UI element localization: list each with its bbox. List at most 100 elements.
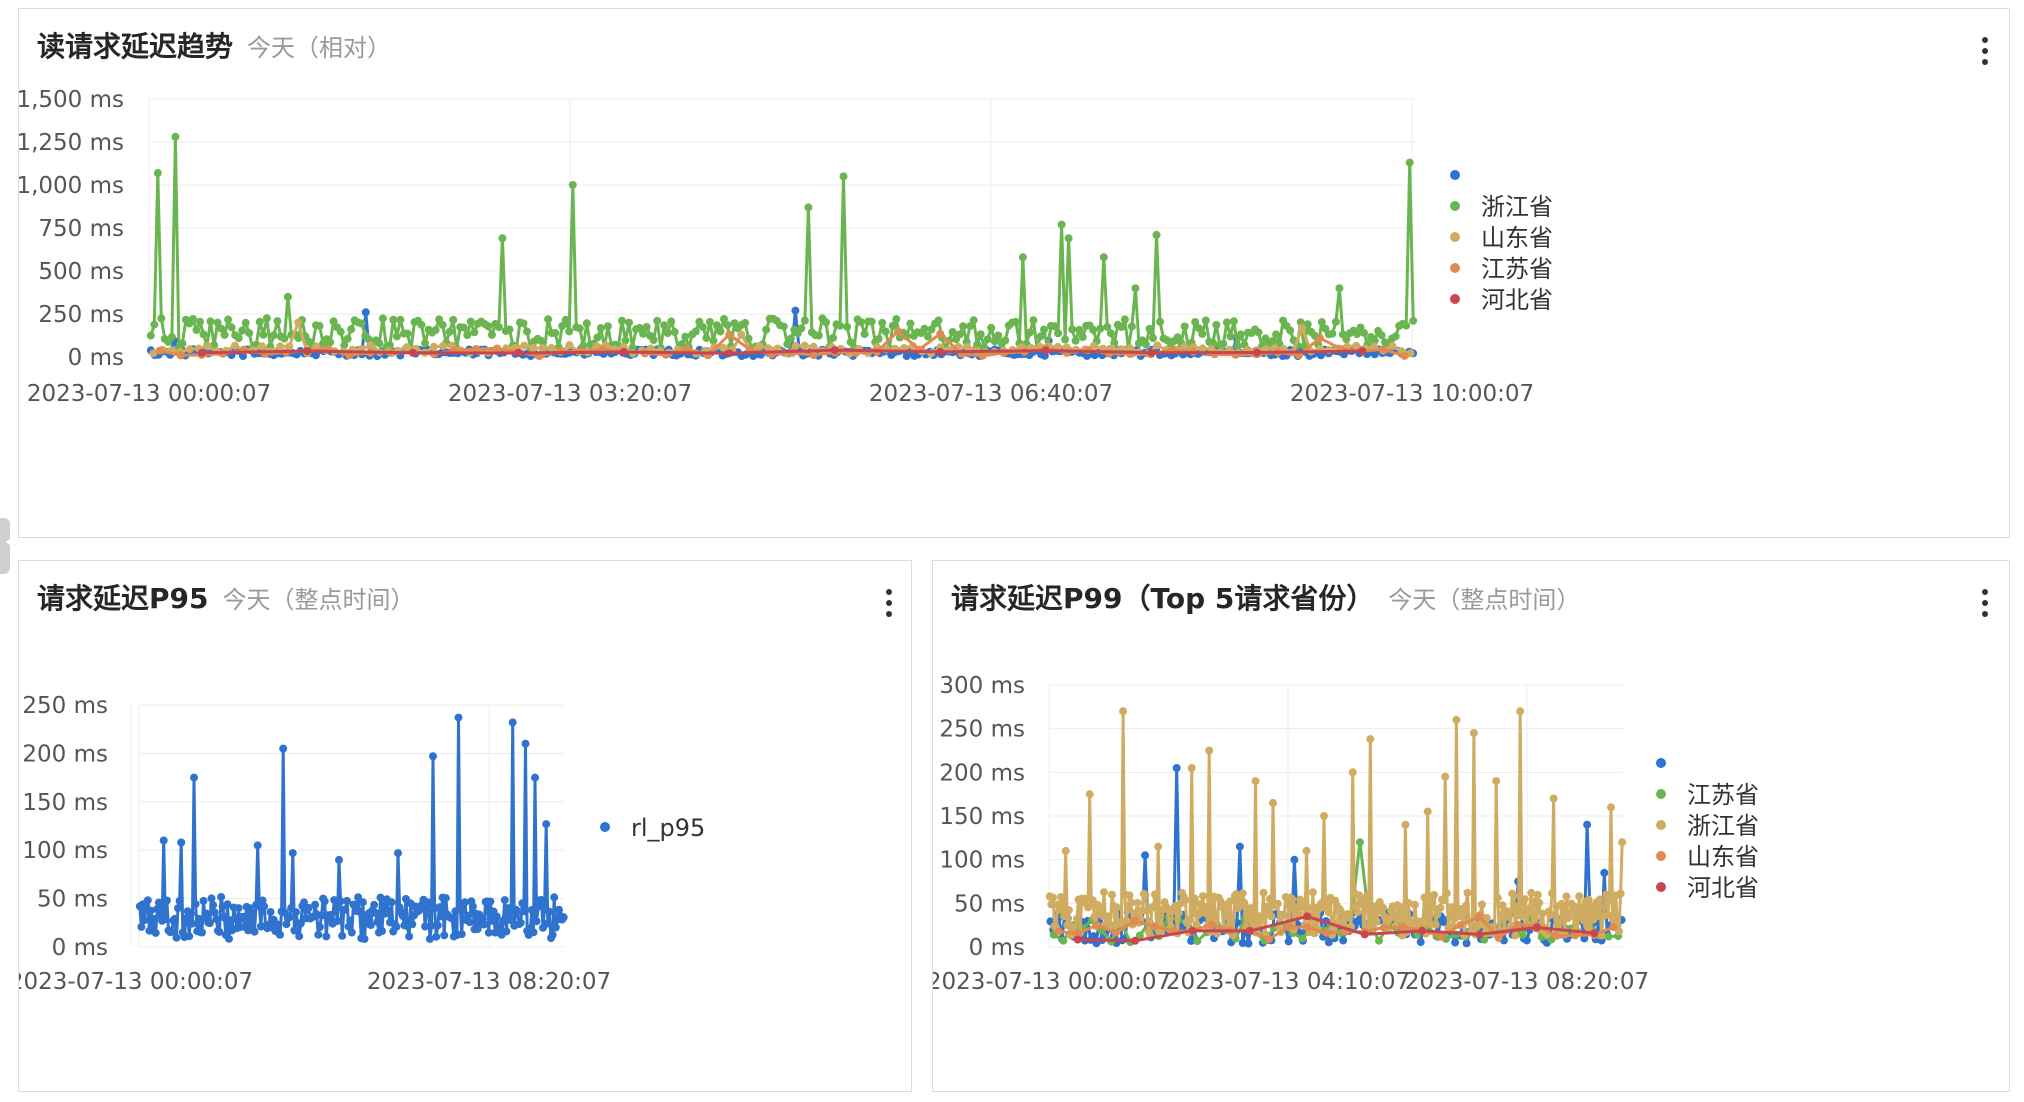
series-point-0 (492, 912, 501, 921)
series-point-2 (1345, 912, 1354, 921)
series-point-1 (213, 318, 222, 327)
series-point-1 (484, 322, 493, 331)
series-point-2 (1190, 894, 1199, 903)
series-point-0 (223, 900, 232, 909)
series-point-0 (231, 914, 240, 923)
series-point-0 (366, 921, 375, 929)
series-point-0 (143, 896, 152, 905)
series-point-1 (537, 336, 546, 345)
series-point-1 (709, 336, 718, 345)
series-point-2 (1425, 912, 1434, 920)
series-point-0 (531, 773, 539, 782)
series-point-1 (1029, 316, 1038, 325)
series-point-1 (994, 331, 1003, 340)
series-point-2 (1320, 812, 1328, 820)
series-point-2 (149, 349, 158, 358)
series-point-3 (1609, 923, 1618, 932)
series-point-1 (178, 339, 187, 348)
latency-p99-top5-chart: 0 ms 50 ms 100 ms 150 ms 200 ms 250 ms 300 ms 2… (933, 673, 1759, 995)
legend-label: 江苏省 (1687, 781, 1759, 809)
series-point-2 (755, 342, 764, 350)
series-point-0 (215, 927, 224, 936)
series-point-0 (502, 927, 511, 936)
series-point-1 (1152, 230, 1161, 239)
series-point-0 (543, 919, 552, 928)
series-point-1 (568, 181, 577, 189)
series-point-1 (1011, 317, 1020, 326)
series-point-2 (1251, 777, 1260, 786)
series-point-0 (161, 915, 170, 924)
panel-title-text: 请求延迟P99（Top 5请求省份） (951, 582, 1375, 615)
series-point-0 (1451, 938, 1460, 947)
series-point-0 (421, 922, 430, 931)
series-point-3 (1265, 935, 1273, 944)
series-point-2 (1509, 891, 1518, 900)
series-point-1 (1180, 322, 1189, 331)
series-point-0 (210, 908, 219, 917)
series-point-0 (429, 752, 437, 761)
series-point-0 (288, 849, 297, 858)
series-point-1 (1331, 317, 1340, 326)
series-point-2 (1302, 846, 1311, 855)
series-point-0 (327, 910, 335, 919)
series-point-1 (561, 315, 570, 324)
series-point-2 (592, 342, 601, 351)
series-point-0 (500, 896, 509, 905)
series-point-0 (247, 921, 256, 930)
series-point-2 (1600, 902, 1609, 911)
series-point-2 (1420, 893, 1429, 902)
series-point-2 (1439, 896, 1448, 905)
more-vertical-icon[interactable] (886, 589, 892, 623)
series-point-0 (451, 907, 460, 916)
series-point-2 (1447, 903, 1456, 912)
series-point-2 (1353, 908, 1362, 917)
series-point-1 (660, 321, 669, 330)
series-point-2 (1262, 902, 1271, 911)
series-point-2 (1126, 344, 1135, 353)
series-point-0 (322, 932, 331, 941)
series-point-2 (1436, 903, 1445, 912)
series-point-1 (1040, 325, 1048, 334)
series-point-0 (209, 901, 218, 910)
legend-label: 浙江省 (1687, 812, 1759, 840)
series-point-1 (649, 336, 658, 344)
series-point-0 (457, 930, 466, 939)
series-point-3 (1379, 345, 1388, 354)
series-point-2 (1549, 794, 1558, 803)
series-point-3 (809, 351, 818, 360)
series-point-0 (185, 932, 194, 941)
series-point-1 (1142, 340, 1150, 349)
read-latency-trend-panel: 读请求延迟趋势 今天（相对） 0 ms 250 ms 500 ms 750 ms 1,00… (18, 8, 2010, 538)
series-point-0 (276, 930, 284, 939)
series-point-0 (253, 841, 262, 850)
series-point-1 (1402, 321, 1411, 330)
series-point-1 (625, 318, 633, 327)
series-point-0 (159, 836, 168, 845)
more-vertical-icon[interactable] (1982, 37, 1988, 71)
series-point-0 (220, 913, 229, 922)
series-point-2 (1431, 920, 1440, 929)
sidebar-collapse-handle[interactable] (0, 518, 11, 574)
series-point-0 (266, 908, 275, 916)
x-tick-label: 2023-07-13 04:10:07 (1166, 969, 1410, 995)
series-point-0 (234, 904, 243, 913)
series-point-2 (1492, 777, 1501, 786)
series-point-2 (1395, 915, 1403, 924)
series-point-0 (486, 897, 495, 906)
series-point-1 (1131, 284, 1140, 293)
y-tick-label: 250 ms (939, 717, 1025, 743)
series-point-1 (1219, 340, 1228, 348)
series-point-2 (1572, 903, 1580, 912)
series-point-1 (1222, 318, 1231, 327)
series-point-3 (1112, 928, 1120, 937)
series-point-1 (1054, 329, 1063, 338)
series-point-1 (681, 332, 690, 341)
series-point-3 (493, 344, 502, 353)
series-point-1 (843, 322, 852, 331)
y-tick-label: 100 ms (22, 838, 108, 864)
series-point-3 (345, 351, 354, 360)
series-point-0 (217, 893, 226, 901)
legend-label: 河北省 (1481, 286, 1553, 314)
series-point-0 (505, 905, 514, 914)
more-vertical-icon[interactable] (1982, 589, 1988, 623)
